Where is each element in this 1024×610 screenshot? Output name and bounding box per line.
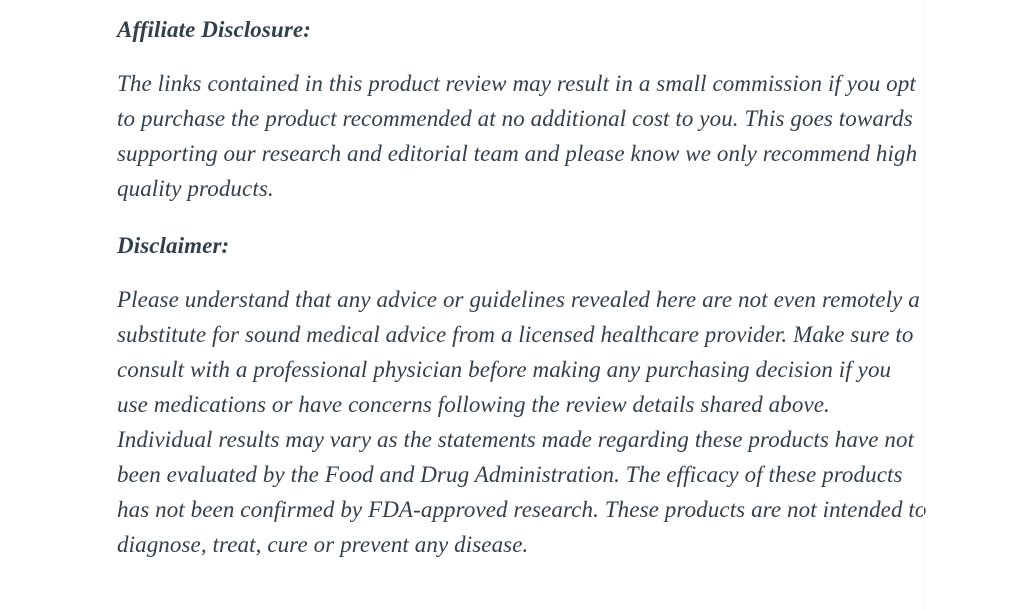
affiliate-disclosure-paragraph: The links contained in this product revi… (117, 71, 918, 201)
affiliate-disclosure-heading: Affiliate Disclosure: (117, 17, 311, 42)
disclaimer-paragraph: Please understand that any advice or gui… (117, 287, 927, 557)
disclaimer-heading: Disclaimer: (117, 233, 230, 258)
content-column-divider (923, 0, 924, 610)
article-content: Affiliate Disclosure: The links containe… (117, 12, 927, 584)
